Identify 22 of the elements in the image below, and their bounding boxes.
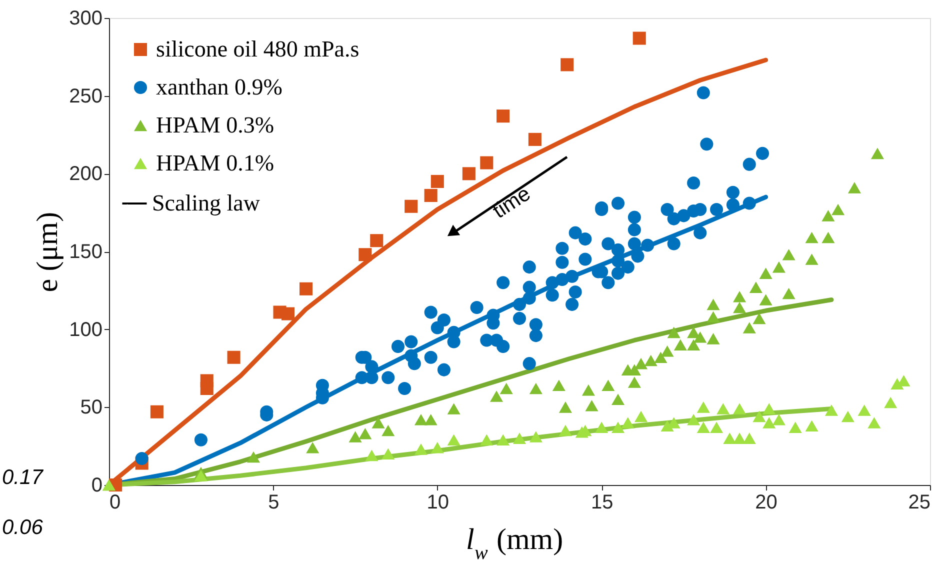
text: 0.06 bbox=[2, 516, 44, 539]
y-tick-label: 150 bbox=[69, 241, 102, 263]
y-tick-label: 250 bbox=[69, 85, 102, 108]
y-axis-title: e (μm) bbox=[31, 212, 64, 292]
legend-label: silicone oil 480 mPa.s bbox=[156, 36, 360, 62]
x-tick-label: 20 bbox=[755, 492, 778, 514]
text: 0.17 bbox=[2, 466, 44, 489]
legend-label: HPAM 0.3% bbox=[156, 112, 274, 138]
y-tick-label: 300 bbox=[69, 8, 102, 30]
x-tick-label: 25 bbox=[908, 492, 930, 514]
y-tick-label: 200 bbox=[69, 163, 102, 186]
y-tick-label: 50 bbox=[80, 396, 102, 419]
x-tick-label: 5 bbox=[268, 492, 280, 514]
x-tick-label: 15 bbox=[590, 492, 614, 514]
x-tick-label: 10 bbox=[426, 492, 450, 514]
y-tick-label: 100 bbox=[69, 318, 102, 341]
x-tick-label: 0 bbox=[110, 492, 121, 514]
y-tick-label: 0 bbox=[91, 474, 102, 496]
annotation: time bbox=[488, 182, 535, 224]
legend-label: xanthan 0.9% bbox=[156, 74, 282, 100]
legend-label: HPAM 0.1% bbox=[156, 150, 274, 176]
annotation: Scaling law bbox=[152, 190, 260, 216]
